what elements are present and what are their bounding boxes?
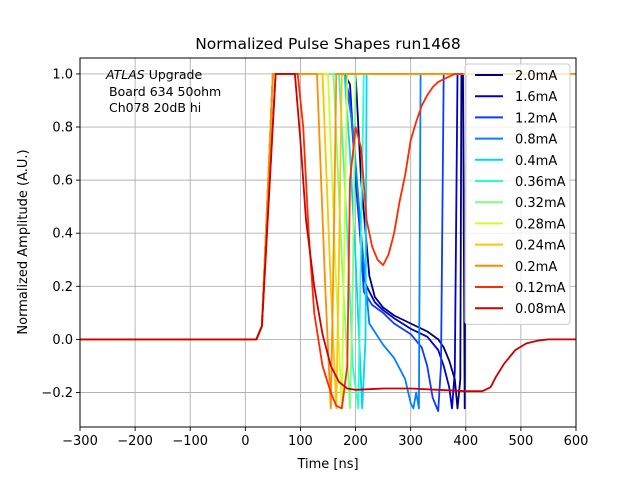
legend-label: 0.12mA [515, 281, 566, 296]
x-axis-label: Time [ns] [296, 457, 358, 472]
legend-item: 0.12mA [475, 281, 566, 296]
x-tick-label: 600 [564, 434, 589, 449]
legend-label: 0.28mA [515, 217, 566, 232]
legend-item: 0.36mA [475, 175, 566, 190]
legend-label: 0.36mA [515, 175, 566, 190]
legend-label: 0.8mA [515, 133, 557, 148]
annotation-line-1: ATLAS Upgrade [105, 67, 202, 82]
y-tick-label: 0.0 [52, 333, 73, 348]
y-tick-label: 0.6 [52, 174, 73, 189]
legend-item: 2.0mA [475, 69, 557, 84]
legend-item: 1.6mA [475, 90, 557, 105]
y-tick-label: 0.4 [52, 227, 73, 242]
y-tick-label: 0.2 [52, 280, 73, 295]
y-tick-label: 1.0 [52, 67, 73, 82]
legend-item: 0.24mA [475, 239, 566, 254]
legend-label: 0.08mA [515, 302, 566, 317]
annotation-line-2: Board 634 50ohm [109, 84, 221, 99]
legend-box [464, 63, 571, 325]
legend-item: 0.28mA [475, 217, 566, 232]
x-tick-label: 400 [453, 434, 478, 449]
legend-item: 1.2mA [475, 111, 557, 126]
series-line-0.12mA [80, 73, 463, 410]
plot-frame [79, 57, 577, 428]
y-axis: −0.2 0.0 0.2 0.4 0.6 0.8 1.0 [41, 67, 80, 401]
legend-label: 0.24mA [515, 239, 566, 254]
x-tick-label: −200 [117, 434, 153, 449]
legend-label: 0.32mA [515, 196, 566, 211]
x-tick-label: 0 [241, 434, 249, 449]
annotation-upgrade: Upgrade [145, 67, 203, 82]
legend-label: 1.6mA [515, 90, 557, 105]
series-group [80, 73, 576, 413]
series-line-0.08mA [80, 73, 576, 393]
annotation-line-3: Ch078 20dB hi [109, 100, 201, 115]
x-tick-label: −300 [62, 434, 98, 449]
x-tick-label: −100 [172, 434, 208, 449]
legend-item: 0.4mA [475, 154, 557, 169]
x-axis: −300 −200 −100 0 100 200 300 400 500 600 [62, 427, 588, 449]
annotation: ATLAS Upgrade Board 634 50ohm Ch078 20dB… [105, 67, 221, 115]
x-tick-label: 200 [343, 434, 368, 449]
legend-item: 0.32mA [475, 196, 566, 211]
y-tick-label: 0.8 [52, 121, 73, 136]
annotation-atlas: ATLAS [105, 67, 145, 82]
legend-label: 2.0mA [515, 69, 557, 84]
legend: 2.0mA 1.6mA 1.2mA 0.8mA 0.4mA 0.36mA 0.32mA 0.2… [464, 63, 571, 325]
chart-title: Normalized Pulse Shapes run1468 [195, 35, 461, 53]
legend-label: 0.4mA [515, 154, 557, 169]
legend-item: 0.8mA [475, 133, 557, 148]
x-tick-label: 100 [288, 434, 313, 449]
x-tick-label: 500 [508, 434, 533, 449]
y-tick-label: −0.2 [41, 386, 73, 401]
legend-label: 1.2mA [515, 111, 557, 126]
legend-item: 0.2mA [475, 260, 557, 275]
legend-label: 0.2mA [515, 260, 557, 275]
y-axis-label: Normalized Amplitude (A.U.) [16, 149, 31, 334]
legend-item: 0.08mA [475, 302, 566, 317]
x-tick-label: 300 [398, 434, 423, 449]
